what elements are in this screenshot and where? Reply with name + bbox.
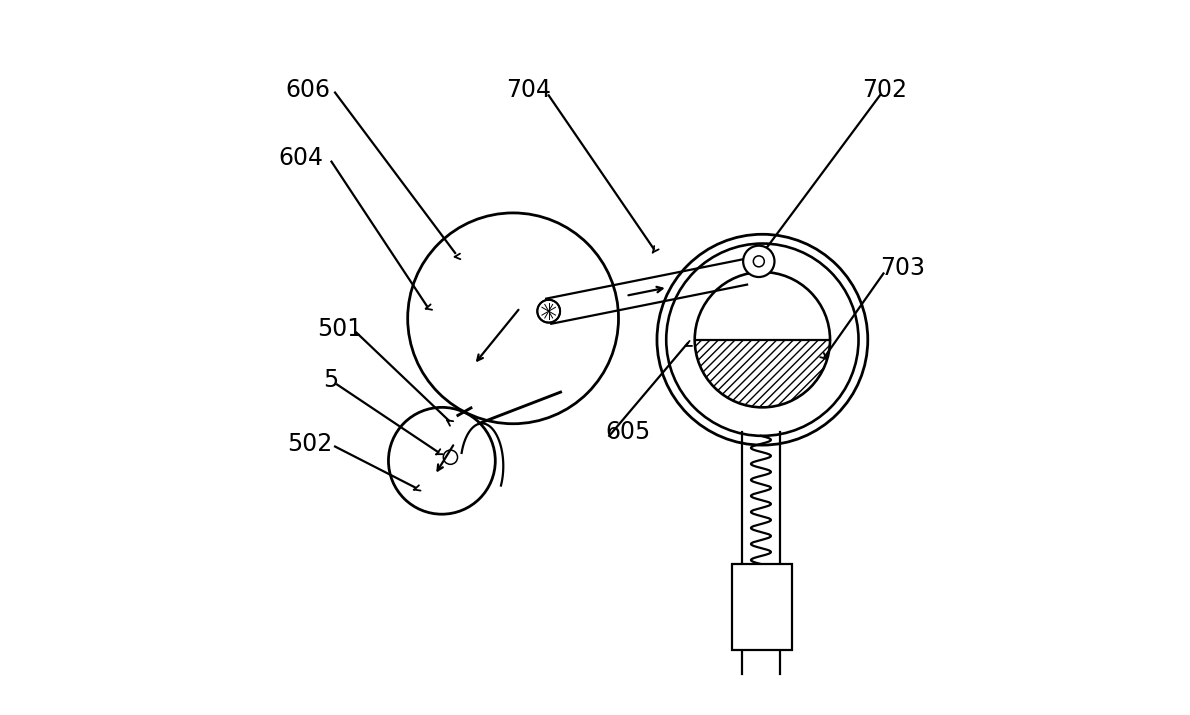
Circle shape <box>743 246 775 277</box>
Circle shape <box>538 300 560 322</box>
Text: 5: 5 <box>322 368 338 393</box>
Text: 702: 702 <box>862 79 907 102</box>
Text: 605: 605 <box>606 420 651 444</box>
Bar <box>732 564 793 649</box>
Text: 703: 703 <box>879 257 925 280</box>
Text: 604: 604 <box>278 146 322 170</box>
Circle shape <box>444 450 457 464</box>
Text: 704: 704 <box>506 79 551 102</box>
Text: 501: 501 <box>318 317 363 341</box>
Text: 502: 502 <box>287 433 332 456</box>
Text: 606: 606 <box>286 79 330 102</box>
